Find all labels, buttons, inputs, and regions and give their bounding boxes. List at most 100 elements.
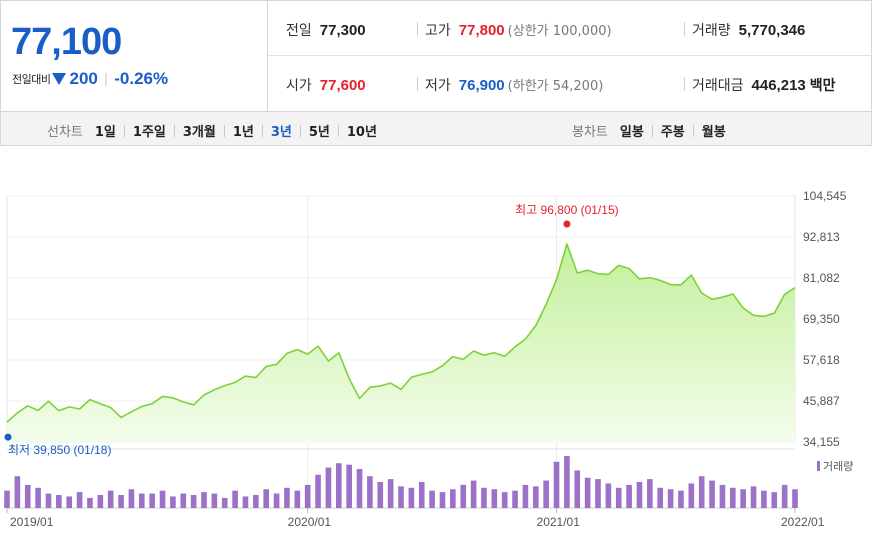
volume-bar	[522, 484, 529, 508]
change-line: 전일대비 200 | -0.26%	[12, 69, 168, 89]
high-annotation: 최고 96,800 (01/15)	[515, 203, 618, 217]
volume-label: 거래량	[692, 23, 731, 39]
volume-bar	[553, 461, 560, 508]
change-rate: -0.26%	[114, 69, 169, 88]
price-chart: 최고 96,800 (01/15) 최저 39,850 (01/18) 거래량 1…	[4, 189, 853, 529]
volume-bar	[76, 492, 83, 508]
volume-bar	[698, 476, 705, 508]
candle-daily[interactable]: 일봉	[619, 125, 644, 140]
stats-row-1: 전일 77,300 고가 77,800 (상한가 100,000) 거래량 5,…	[268, 1, 872, 56]
trade-value: 거래대금 446,213 백만	[692, 75, 836, 95]
divider	[261, 124, 263, 137]
volume-bar	[87, 497, 93, 508]
volume-bar	[398, 486, 404, 508]
y-tick-label: 69,350	[803, 312, 840, 326]
volume-bar	[761, 490, 767, 508]
period-1y[interactable]: 1년	[232, 125, 254, 140]
volume-bar	[595, 479, 601, 508]
y-tick-label: 104,545	[803, 189, 847, 203]
volume-bar	[66, 496, 73, 508]
high-marker	[563, 220, 571, 228]
volume-bar	[605, 483, 612, 508]
volume-bar	[667, 489, 674, 508]
volume-bar	[439, 492, 446, 508]
volume-bar	[512, 490, 518, 508]
volume-bar	[377, 482, 384, 508]
x-tick-label: 2022/01	[781, 515, 825, 529]
prev-close: 전일 77,300	[286, 20, 366, 40]
volume-legend: 거래량	[823, 460, 853, 473]
volume-bar	[273, 493, 280, 508]
volume-bar	[387, 479, 394, 508]
line-chart-periods: 선차트 1일 1주일 3개월 1년 3년 5년 10년	[47, 121, 377, 140]
volume-bar	[14, 476, 21, 508]
volume-bar	[45, 493, 52, 508]
volume-bar	[232, 490, 238, 508]
low-value: 76,900	[458, 77, 505, 94]
quote-panel: 77,100 전일대비 200 | -0.26% 전일 77,300 고가 77…	[0, 0, 872, 112]
candle-monthly[interactable]: 월봉	[701, 125, 726, 140]
volume-bar	[242, 496, 249, 508]
trade-value-amount: 446,213	[751, 77, 806, 94]
divider	[417, 22, 418, 36]
period-1w[interactable]: 1주일	[132, 125, 166, 140]
volume-bar	[626, 484, 632, 508]
volume-bar	[4, 490, 10, 508]
divider	[684, 77, 685, 91]
period-1d[interactable]: 1일	[94, 125, 116, 140]
volume-bar	[211, 493, 218, 508]
prev-close-value: 77,300	[319, 22, 366, 39]
volume-bar	[170, 496, 176, 508]
volume-bar	[263, 489, 270, 508]
change-value: 200	[69, 69, 98, 88]
volume-bar	[729, 487, 736, 508]
y-tick-label: 92,813	[803, 230, 840, 244]
divider	[684, 22, 685, 36]
stats-row-2: 시가 77,600 저가 76,900 (하한가 54,200) 거래대금 44…	[268, 56, 872, 111]
volume-bar	[325, 467, 332, 508]
volume-bar	[470, 480, 477, 508]
volume-bar	[450, 489, 456, 508]
divider	[417, 77, 418, 91]
volume-bar	[481, 487, 487, 508]
volume-bar	[107, 490, 114, 508]
y-tick-label: 34,155	[803, 435, 840, 449]
volume-bar	[24, 484, 31, 508]
separator: |	[103, 71, 109, 87]
x-tick-label: 2020/01	[288, 515, 332, 529]
candle-chart-periods: 봉차트 일봉 주봉 월봉	[572, 121, 726, 140]
volume: 거래량 5,770,346	[692, 20, 805, 40]
volume-bar	[429, 490, 435, 508]
volume-bar	[781, 484, 788, 508]
volume-bar	[657, 487, 664, 508]
period-3m[interactable]: 3개월	[182, 125, 216, 140]
volume-bar	[584, 477, 591, 508]
volume-bar	[253, 495, 259, 508]
volume-bar	[56, 495, 62, 508]
low-label: 저가	[425, 78, 451, 94]
divider	[651, 124, 653, 137]
volume-bar	[719, 484, 726, 508]
volume-bar	[678, 490, 684, 508]
candle-weekly[interactable]: 주봉	[660, 125, 685, 140]
volume-bar	[315, 474, 321, 508]
volume-bar	[688, 483, 695, 508]
divider	[299, 124, 301, 137]
period-3y[interactable]: 3년	[270, 125, 292, 140]
prev-close-label: 전일	[286, 23, 312, 39]
volume-bar	[771, 492, 778, 508]
volume-bar	[335, 463, 342, 508]
volume-bar	[574, 470, 581, 508]
volume-bar	[118, 495, 124, 508]
volume-bar	[190, 495, 197, 508]
current-price: 77,100	[11, 21, 122, 63]
volume-bar	[460, 484, 467, 508]
period-5y[interactable]: 5년	[308, 125, 330, 140]
volume-bar	[543, 480, 549, 508]
volume-bar	[564, 456, 570, 508]
volume-bar	[221, 497, 228, 508]
period-10y[interactable]: 10년	[346, 125, 377, 140]
high-value: 77,800	[458, 22, 505, 39]
volume-bar	[284, 487, 290, 508]
y-tick-label: 81,082	[803, 271, 840, 285]
